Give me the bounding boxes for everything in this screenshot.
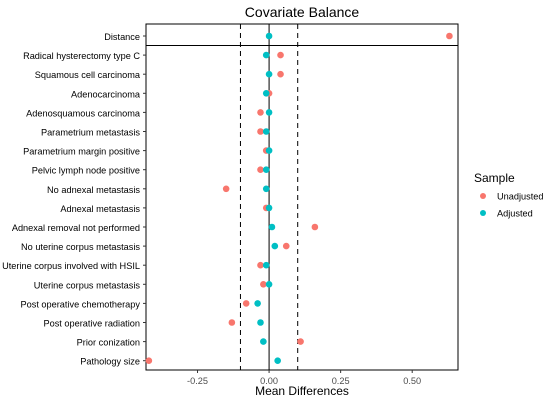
unadjusted-point: [282, 242, 290, 250]
unadjusted-point: [145, 357, 153, 365]
adjusted-point: [265, 109, 273, 116]
legend-label-unadjusted: Unadjusted: [497, 192, 543, 202]
adjusted-point: [265, 32, 273, 40]
y-tick-label: Squamous cell carcinoma: [35, 70, 141, 80]
unadjusted-point: [297, 338, 304, 345]
adjusted-point: [262, 90, 270, 97]
y-tick-label: Adenocarcinoma: [71, 89, 141, 99]
adjusted-point: [265, 281, 273, 288]
adjusted-point: [262, 128, 270, 135]
x-tick-label: 0.50: [403, 376, 421, 386]
data-points: [145, 32, 453, 365]
legend: Sample Unadjusted Adjusted: [474, 171, 543, 219]
adjusted-point: [265, 70, 273, 78]
unadjusted-point: [311, 223, 319, 231]
unadjusted-point: [277, 70, 284, 78]
unadjusted-point: [222, 185, 230, 193]
legend-title: Sample: [474, 171, 515, 185]
y-tick-label: Adenosquamous carcinoma: [26, 108, 141, 118]
y-tick-label: Parametrium margin positive: [23, 147, 140, 157]
y-tick-label: Adnexal metastasis: [60, 204, 140, 214]
y-tick-label: Pelvic lymph node positive: [32, 166, 140, 176]
adjusted-point: [254, 300, 261, 307]
unadjusted-point: [260, 281, 267, 288]
adjusted-point: [262, 185, 270, 193]
unadjusted-point: [228, 319, 236, 326]
y-tick-label: Post operative radiation: [43, 319, 140, 329]
x-tick-label: 0.00: [260, 376, 278, 386]
plot-panel: [145, 23, 459, 371]
x-axis-ticks: -0.25 0.00 0.25 0.50: [187, 370, 421, 386]
y-tick-label: Parametrium metastasis: [41, 128, 140, 138]
adjusted-point: [262, 261, 270, 269]
y-axis-labels: Distance Radical hysterectomy type C Squam…: [2, 32, 146, 367]
adjusted-point: [268, 223, 276, 231]
legend-label-adjusted: Adjusted: [497, 209, 533, 219]
y-tick-label: Uterine corpus metastasis: [34, 280, 141, 290]
legend-key-unadjusted: [480, 193, 486, 199]
y-tick-label: No uterine corpus metastasis: [21, 242, 140, 252]
panel-border: [145, 23, 459, 371]
adjusted-point: [257, 319, 264, 326]
unadjusted-point: [257, 261, 264, 269]
chart-title: Covariate Balance: [245, 4, 360, 20]
unadjusted-point: [257, 166, 264, 173]
adjusted-point: [262, 166, 270, 173]
unadjusted-point: [257, 128, 264, 135]
x-axis-label: Mean Differences: [255, 384, 349, 398]
adjusted-point: [271, 242, 279, 250]
y-tick-label: Pathology size: [80, 357, 140, 367]
x-tick-label: -0.25: [187, 376, 208, 386]
unadjusted-point: [446, 32, 453, 40]
unadjusted-point: [242, 300, 250, 307]
y-tick-label: Post operative chemotherapy: [20, 299, 140, 309]
y-tick-label: Prior conization: [77, 338, 140, 348]
adjusted-point: [274, 357, 281, 365]
legend-key-adjusted: [480, 210, 486, 216]
adjusted-point: [262, 51, 270, 59]
y-tick-label: Adnexal removal not performed: [12, 223, 140, 233]
y-tick-label: Uterine corpus involved with HSIL: [2, 261, 140, 271]
adjusted-point: [265, 204, 273, 212]
unadjusted-point: [277, 51, 284, 59]
adjusted-point: [265, 147, 273, 154]
x-tick-label: 0.25: [332, 376, 350, 386]
unadjusted-point: [257, 109, 264, 116]
y-tick-label: No adnexal metastasis: [47, 185, 140, 195]
y-tick-label: Distance: [104, 32, 140, 42]
y-tick-label: Radical hysterectomy type C: [23, 51, 140, 61]
adjusted-point: [260, 338, 267, 345]
